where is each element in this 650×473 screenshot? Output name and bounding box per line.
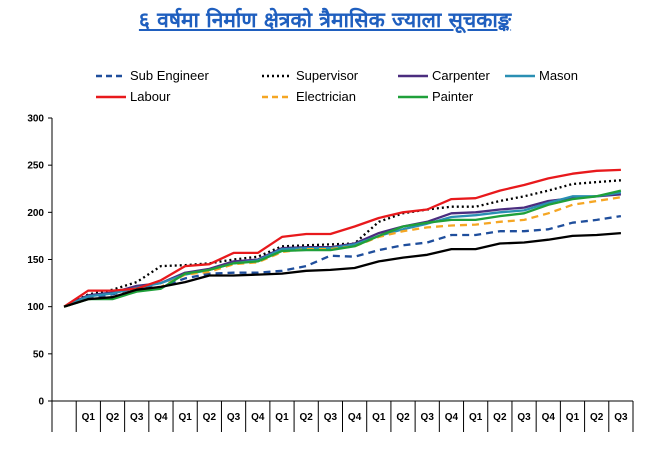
x-tick-label: Q1 [275, 412, 289, 423]
x-tick-label: Q4 [251, 412, 265, 423]
y-tick-label: 150 [27, 255, 44, 266]
x-tick-label: Q2 [396, 412, 410, 423]
y-tick-label: 50 [33, 349, 45, 360]
y-tick-label: 0 [38, 397, 44, 408]
legend-label: Electrician [296, 89, 356, 104]
series-line-painter [63, 189, 622, 308]
x-tick-label: Q3 [421, 412, 435, 423]
x-tick-label: Q1 [566, 412, 580, 423]
x-tick-label: Q2 [590, 412, 604, 423]
y-tick-label: 300 [27, 114, 44, 125]
x-tick-label: Q2 [300, 412, 314, 423]
series-line-labour [63, 168, 621, 308]
legend: Sub Engineer Supervisor Carpenter Mason Labo… [96, 68, 578, 104]
series-line-sub-engineer [63, 214, 622, 308]
series-line-unnamed [63, 231, 621, 308]
x-tick-label: Q3 [614, 412, 628, 423]
x-tick-label: Q1 [82, 412, 96, 423]
x-tick-label: Q3 [324, 412, 338, 423]
x-tick-label: Q2 [106, 412, 120, 423]
legend-label: Mason [539, 68, 578, 83]
x-tick-label: Q3 [517, 412, 531, 423]
series-line-supervisor [63, 179, 621, 308]
series-lines [63, 168, 622, 308]
x-tick-label: Q2 [493, 412, 507, 423]
legend-label: Labour [130, 89, 171, 104]
legend-label: Supervisor [296, 68, 359, 83]
y-tick-label: 200 [27, 208, 44, 219]
x-tick-label: Q1 [178, 412, 192, 423]
x-tick-label: Q2 [203, 412, 217, 423]
y-tick-label: 100 [27, 302, 44, 313]
x-tick-label: Q3 [227, 412, 241, 423]
x-tick-label: Q4 [445, 412, 459, 423]
x-tick-label: Q1 [469, 412, 483, 423]
legend-label: Sub Engineer [130, 68, 209, 83]
x-tick-label: Q4 [154, 412, 168, 423]
y-tick-label: 250 [27, 161, 44, 172]
axes: 0 50 100 150 200 250 300 Q1 Q2 Q3 Q4 Q1 Q2 Q3 Q4 Q1 Q2 Q3… [27, 114, 634, 432]
x-tick-label: Q4 [542, 412, 556, 423]
x-tick-label: Q1 [372, 412, 386, 423]
x-tick-label: Q4 [348, 412, 362, 423]
x-tick-label: Q3 [130, 412, 144, 423]
legend-label: Carpenter [432, 68, 490, 83]
chart-title: ६ वर्षमा निर्माण क्षेत्रको त्रैमासिक ज्य… [138, 8, 512, 32]
series-line-mason [63, 191, 622, 308]
legend-label: Painter [432, 89, 474, 104]
